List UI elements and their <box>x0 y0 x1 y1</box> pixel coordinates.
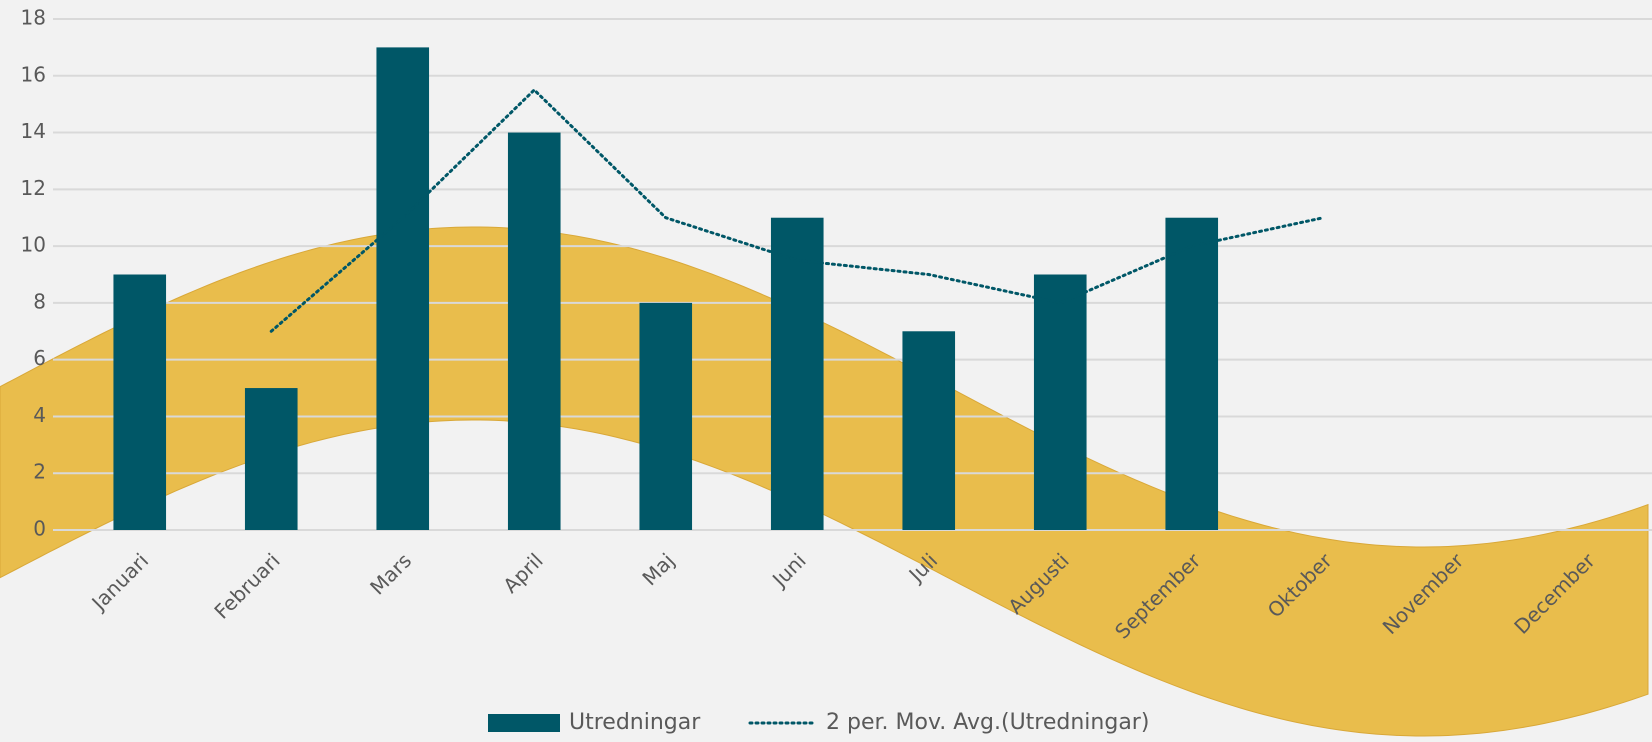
y-tick-label: 10 <box>21 233 46 257</box>
bar <box>508 133 561 530</box>
y-tick-label: 14 <box>21 119 46 143</box>
y-tick-label: 2 <box>33 460 46 484</box>
y-tick-label: 12 <box>21 176 46 200</box>
y-tick-label: 6 <box>33 346 46 370</box>
legend-label: Utredningar <box>569 710 701 735</box>
bar <box>1034 275 1087 531</box>
y-tick-label: 4 <box>33 403 46 427</box>
bar <box>639 303 692 530</box>
y-tick-label: 18 <box>21 6 46 30</box>
legend-label: 2 per. Mov. Avg.(Utredningar) <box>826 710 1149 735</box>
bar <box>1165 218 1218 530</box>
bar <box>902 331 955 530</box>
y-tick-label: 0 <box>33 517 46 541</box>
bar <box>376 47 429 530</box>
bar <box>113 275 166 531</box>
chart: 024681012141618JanuariFebruariMarsAprilM… <box>0 0 1652 742</box>
y-tick-label: 16 <box>21 62 46 86</box>
bar <box>245 388 298 530</box>
y-tick-label: 8 <box>33 289 46 313</box>
legend-swatch <box>488 714 560 732</box>
bar <box>771 218 824 530</box>
